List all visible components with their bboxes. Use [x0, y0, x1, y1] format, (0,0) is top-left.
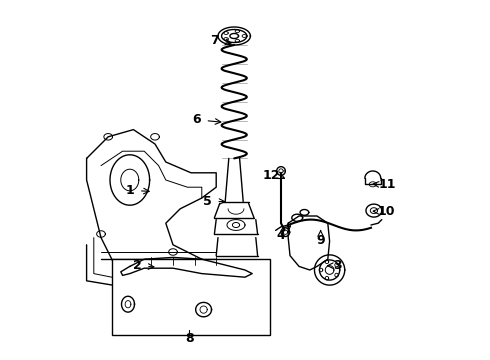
Bar [112, 259, 270, 335]
Text: 9: 9 [316, 234, 325, 247]
Text: 7: 7 [210, 34, 219, 47]
Text: 5: 5 [203, 195, 212, 208]
Text: 6: 6 [192, 113, 201, 126]
Text: 1: 1 [125, 184, 134, 197]
Text: 2: 2 [133, 259, 142, 272]
Text: 12: 12 [263, 169, 280, 182]
Text: 4: 4 [277, 229, 285, 242]
Text: 11: 11 [378, 178, 396, 191]
Text: 3: 3 [334, 259, 342, 272]
Text: 10: 10 [378, 205, 395, 218]
Text: 8: 8 [185, 332, 194, 345]
